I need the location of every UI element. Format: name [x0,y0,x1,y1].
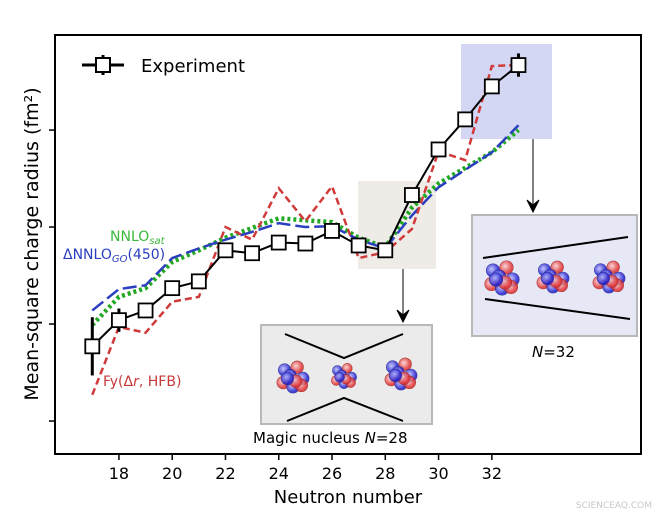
series-line-2 [91,124,520,312]
series-layer [84,53,527,396]
experiment-point [377,242,394,259]
nucleon [334,371,345,383]
legend-label-experiment: Experiment [141,56,245,77]
nucleon [596,271,611,286]
experiment-point [350,237,367,254]
label-dnnlo-go: ΔNNLOGO(450) [63,247,165,265]
experiment-point [430,141,447,158]
nucleon [280,371,295,386]
series-line-0 [91,64,520,348]
experiment-point [483,78,500,95]
label-n32: N=32 [532,343,575,361]
x-axis-label: Neutron number [274,487,423,508]
nucleus-icon [592,260,626,294]
nucleon [540,271,555,286]
nucleon [388,368,403,383]
experiment-point [190,273,207,290]
plot-frame [54,34,642,455]
highlight-n32 [461,44,552,139]
experiment-point [84,338,101,355]
experiment-point [164,280,181,297]
series-line-3 [90,128,520,327]
series-line-1 [91,63,519,396]
experiment-point [217,242,234,259]
x-tick-label: 30 [428,464,448,483]
experiment-point [324,223,340,239]
x-tick-label: 18 [109,464,129,483]
y-axis-label: Mean-square charge radius (fm²) [21,87,43,400]
x-tick-label: 20 [162,464,182,483]
x-tick-label: 26 [322,464,342,483]
experiment-point [137,302,154,319]
x-tick-label: 24 [269,464,289,483]
experiment-point [270,234,287,251]
inset-magic-nucleus [260,324,433,425]
experiment-point [457,111,474,128]
nucleus-icon [536,260,570,294]
experiment-point [510,57,527,73]
x-tick-label: 32 [482,464,502,483]
nucleus-icon [276,360,310,394]
x-tick-label: 28 [375,464,395,483]
nucleus-icon [331,363,357,389]
nucleus-icon [384,357,418,391]
experiment-point [244,245,261,262]
nucleus-icon [484,260,520,296]
arrow-n32 [526,139,540,214]
ticks-layer: 18 20 22 24 26 28 30 32 [49,129,502,483]
inset-n32 [471,214,638,337]
experiment-point [111,312,127,329]
arrow-n28 [396,269,410,324]
x-tick-label: 22 [215,464,235,483]
experiment-point [297,235,314,252]
experiment-point [404,187,420,203]
label-nnlo-sat: NNLOsat [110,229,166,247]
nucleon [488,272,504,287]
label-magic-nucleus: Magic nucleus N=28 [253,429,407,447]
watermark: SCIENCEAQ.COM [576,501,652,511]
legend: Experiment [82,55,245,77]
label-fy: Fy(Δr, HFB) [103,374,181,390]
